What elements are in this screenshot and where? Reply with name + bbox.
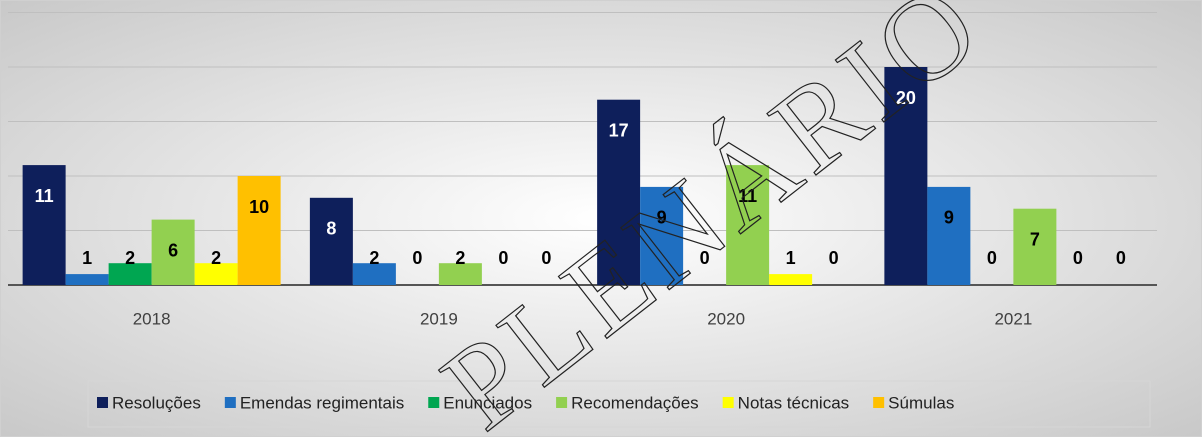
data-label: 17 <box>609 120 629 140</box>
bar <box>438 263 482 285</box>
bar <box>237 176 281 285</box>
legend-label: Enunciados <box>443 393 532 412</box>
data-label: 0 <box>987 248 997 268</box>
legend-label: Notas técnicas <box>738 393 850 412</box>
data-label: 2 <box>455 248 465 268</box>
legend-label: Súmulas <box>888 393 954 412</box>
legend-swatch <box>97 397 108 408</box>
bar <box>151 219 195 285</box>
bar <box>726 165 770 285</box>
data-label: 7 <box>1030 229 1040 249</box>
data-label: 0 <box>1116 248 1126 268</box>
data-label: 2 <box>125 248 135 268</box>
data-label: 8 <box>326 219 336 239</box>
data-label: 0 <box>541 248 551 268</box>
legend-swatch <box>224 397 236 408</box>
data-label: 2 <box>211 248 221 268</box>
legend-label: Emendas regimentais <box>240 393 404 412</box>
data-label: 0 <box>1073 248 1083 268</box>
data-label: 11 <box>738 186 757 206</box>
legend-label: Resoluções <box>112 393 201 412</box>
legend-swatch <box>722 397 734 408</box>
bar <box>352 263 396 285</box>
legend-swatch <box>428 397 440 408</box>
data-label: 2 <box>369 248 379 268</box>
data-label: 9 <box>944 208 954 228</box>
data-label: 10 <box>249 197 269 217</box>
x-tick-label: 2021 <box>994 309 1032 328</box>
data-label: 0 <box>412 248 422 268</box>
bar <box>597 99 641 285</box>
bar <box>640 186 684 285</box>
data-label: 0 <box>498 248 508 268</box>
data-label: 9 <box>657 208 667 228</box>
bar <box>927 186 971 285</box>
legend-box <box>87 380 1151 428</box>
legend-swatch <box>556 397 568 408</box>
bar <box>769 274 813 285</box>
bar <box>22 165 66 285</box>
bar <box>884 67 928 285</box>
x-tick-label: 2019 <box>420 309 458 328</box>
bar <box>65 274 109 285</box>
bar <box>1013 208 1057 285</box>
x-tick-label: 2018 <box>133 309 171 328</box>
legend-swatch <box>873 397 885 408</box>
bar <box>194 263 238 285</box>
data-label: 11 <box>35 186 54 206</box>
legend-label: Recomendações <box>571 393 699 412</box>
data-label: 0 <box>700 248 710 268</box>
data-label: 1 <box>82 248 92 268</box>
bar <box>108 263 152 285</box>
data-label: 20 <box>896 88 916 108</box>
data-label: 1 <box>786 248 796 268</box>
data-label: 6 <box>168 240 178 260</box>
x-tick-label: 2020 <box>707 309 745 328</box>
bar <box>309 197 353 285</box>
data-label: 0 <box>829 248 839 268</box>
